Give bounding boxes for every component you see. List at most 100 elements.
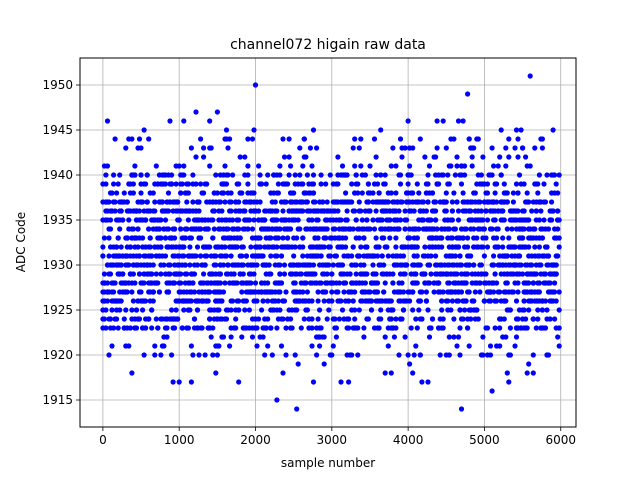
data-point xyxy=(487,343,494,349)
data-point xyxy=(136,253,143,259)
data-point xyxy=(101,271,107,277)
data-point xyxy=(513,298,520,304)
outlier-point xyxy=(170,379,176,385)
data-point xyxy=(343,235,349,241)
data-point xyxy=(349,352,355,358)
data-point xyxy=(286,172,292,178)
data-point xyxy=(149,271,155,277)
data-point xyxy=(274,217,280,223)
data-point xyxy=(516,172,523,178)
data-point xyxy=(249,136,256,142)
data-point xyxy=(190,172,196,178)
data-point xyxy=(538,262,544,268)
data-point xyxy=(506,235,512,241)
data-point xyxy=(228,190,234,196)
data-point xyxy=(344,172,350,178)
data-point xyxy=(542,199,549,205)
data-point xyxy=(512,343,518,349)
data-point xyxy=(439,235,445,241)
data-point xyxy=(344,217,350,223)
data-point xyxy=(400,307,407,313)
data-point xyxy=(417,298,423,304)
data-point xyxy=(419,289,425,295)
data-point xyxy=(248,280,254,286)
data-point xyxy=(138,145,144,151)
data-point xyxy=(123,307,129,313)
data-point xyxy=(390,307,396,313)
data-point xyxy=(382,181,388,187)
data-point xyxy=(352,316,358,322)
data-point xyxy=(257,199,263,205)
data-point xyxy=(422,244,428,250)
data-point xyxy=(536,289,543,295)
data-point xyxy=(545,226,552,232)
outlier-point xyxy=(176,379,182,385)
data-point xyxy=(136,316,143,322)
y-tick-label: 1935 xyxy=(42,213,73,227)
data-point xyxy=(169,181,175,187)
data-point xyxy=(429,316,436,322)
data-point xyxy=(399,280,405,286)
data-point xyxy=(107,226,114,232)
data-point xyxy=(254,343,260,349)
data-point xyxy=(469,163,475,169)
data-point xyxy=(181,307,187,313)
data-point xyxy=(422,154,428,160)
data-point xyxy=(481,298,487,304)
data-point xyxy=(278,343,285,349)
data-point xyxy=(135,226,141,232)
data-point xyxy=(239,289,245,295)
data-point xyxy=(179,181,185,187)
data-point xyxy=(491,163,497,169)
data-point xyxy=(364,217,370,223)
data-point xyxy=(460,190,466,196)
data-point xyxy=(207,289,213,295)
data-point xyxy=(536,217,543,223)
data-point xyxy=(364,271,370,277)
data-point xyxy=(402,271,408,277)
data-point xyxy=(202,262,208,268)
data-point xyxy=(439,307,445,313)
data-point xyxy=(140,307,146,313)
data-point xyxy=(428,271,434,277)
data-point xyxy=(336,280,342,286)
data-point xyxy=(523,316,529,322)
data-point xyxy=(236,217,242,223)
data-point xyxy=(544,172,550,178)
data-point xyxy=(106,235,112,241)
data-point xyxy=(353,262,359,268)
data-point xyxy=(194,262,201,268)
data-point xyxy=(100,253,106,259)
outlier-point xyxy=(513,127,520,133)
data-point xyxy=(373,172,379,178)
data-point xyxy=(504,190,510,196)
outlier-point xyxy=(181,118,187,124)
data-point xyxy=(135,244,141,250)
data-point xyxy=(198,235,204,241)
data-point xyxy=(556,172,562,178)
data-point xyxy=(205,226,211,232)
data-point xyxy=(254,298,260,304)
data-point xyxy=(449,208,455,214)
data-point xyxy=(150,289,156,295)
data-point xyxy=(118,244,124,250)
data-point xyxy=(556,307,562,313)
data-point xyxy=(436,280,442,286)
data-point xyxy=(277,172,283,178)
data-point xyxy=(367,289,373,295)
data-point xyxy=(260,298,266,304)
data-point xyxy=(300,163,306,169)
data-point xyxy=(191,271,198,277)
data-point xyxy=(277,271,283,277)
data-point xyxy=(556,244,562,250)
outlier-point xyxy=(419,379,425,385)
outlier-point xyxy=(321,361,327,367)
data-point xyxy=(541,217,547,223)
data-point xyxy=(510,199,516,205)
data-point xyxy=(310,190,317,196)
data-point xyxy=(191,289,198,295)
y-tick-label: 1950 xyxy=(42,78,73,92)
data-point xyxy=(371,226,378,232)
data-point xyxy=(109,190,115,196)
data-point xyxy=(260,253,266,259)
